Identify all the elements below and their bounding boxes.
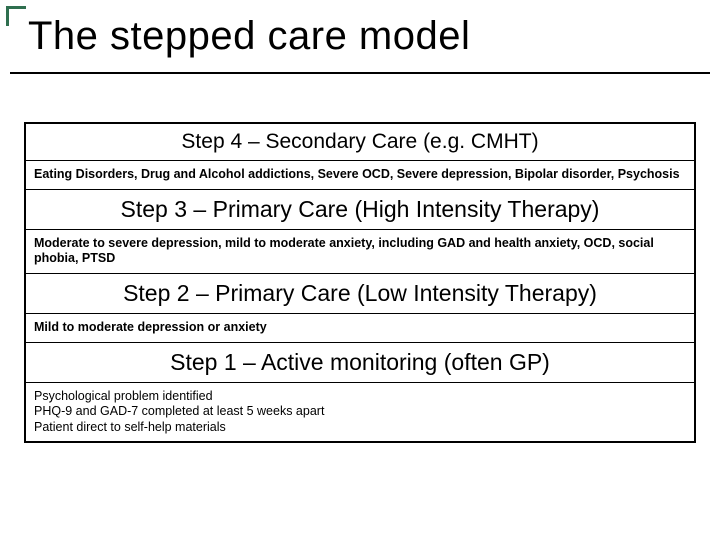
step4-body: Eating Disorders, Drug and Alcohol addic… — [26, 161, 694, 190]
corner-accent — [6, 6, 26, 26]
step1-body: Psychological problem identified PHQ-9 a… — [26, 383, 694, 442]
slide: The stepped care model Step 4 – Secondar… — [0, 0, 720, 540]
title-underline — [10, 72, 710, 74]
step1-line3: Patient direct to self-help materials — [34, 420, 686, 436]
step4-header: Step 4 – Secondary Care (e.g. CMHT) — [26, 124, 694, 161]
step3-header: Step 3 – Primary Care (High Intensity Th… — [26, 190, 694, 230]
step1-line1: Psychological problem identified — [34, 389, 686, 405]
stepped-care-diagram: Step 4 – Secondary Care (e.g. CMHT) Eati… — [24, 122, 696, 443]
step2-body: Mild to moderate depression or anxiety — [26, 314, 694, 343]
page-title: The stepped care model — [28, 14, 470, 59]
step3-body: Moderate to severe depression, mild to m… — [26, 230, 694, 274]
step1-header: Step 1 – Active monitoring (often GP) — [26, 343, 694, 383]
step1-line2: PHQ-9 and GAD-7 completed at least 5 wee… — [34, 404, 686, 420]
step2-header: Step 2 – Primary Care (Low Intensity The… — [26, 274, 694, 314]
